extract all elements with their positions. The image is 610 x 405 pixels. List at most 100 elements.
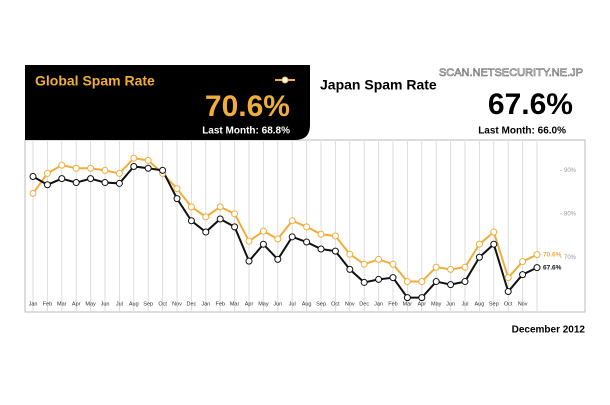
x-tick-label: Jan (29, 301, 38, 307)
point (403, 294, 411, 302)
global-panel (25, 65, 310, 140)
point (231, 223, 239, 231)
point (144, 164, 152, 172)
point (58, 175, 66, 183)
global-last-month: Last Month: 68.8% (202, 126, 290, 137)
point (375, 275, 383, 283)
point (130, 154, 138, 162)
y-tick-label: 90% (564, 168, 577, 174)
x-tick-label: May (431, 301, 442, 307)
y-tick-label: 80% (564, 211, 577, 217)
point (159, 166, 167, 174)
x-tick-label: Oct (504, 301, 513, 307)
point (475, 240, 483, 248)
point (202, 213, 210, 221)
point (274, 235, 282, 243)
point (173, 185, 181, 193)
point (331, 247, 339, 255)
x-tick-label: Aug (475, 301, 485, 307)
point (519, 271, 527, 279)
point (447, 265, 455, 273)
point (144, 156, 152, 164)
point (274, 255, 282, 263)
watermark: SCAN.NETSECURITY.NE.JP (439, 67, 583, 79)
x-tick-label: Jun (101, 301, 110, 307)
point (317, 230, 325, 238)
footer-date: December 2012 (512, 325, 586, 336)
point (101, 166, 109, 174)
point (202, 228, 210, 236)
point (432, 263, 440, 271)
x-tick-label: Oct (158, 301, 167, 307)
x-tick-label: Jul (461, 301, 468, 307)
point (101, 179, 109, 187)
point (216, 203, 224, 211)
point (461, 263, 469, 271)
point (87, 164, 95, 172)
x-tick-label: Oct (331, 301, 340, 307)
y-tick-label: 70% (564, 255, 577, 261)
point (288, 217, 296, 225)
point (461, 278, 469, 286)
point (29, 189, 37, 197)
point (375, 255, 383, 263)
x-tick-label: Aug (302, 301, 312, 307)
x-tick-label: Mar (57, 301, 67, 307)
point (418, 278, 426, 286)
end-label: 67.6% (543, 264, 562, 271)
japan-title: Japan Spam Rate (320, 77, 437, 93)
point (389, 274, 397, 282)
point (360, 278, 368, 286)
x-tick-label: Sep (489, 301, 499, 307)
point (346, 250, 354, 258)
point (216, 215, 224, 223)
x-tick-label: Jun (273, 301, 282, 307)
point (490, 240, 498, 248)
x-tick-label: Apr (72, 301, 81, 307)
global-title: Global Spam Rate (35, 73, 155, 89)
point (231, 210, 239, 218)
point (504, 288, 512, 296)
point (432, 278, 440, 286)
x-tick-label: Feb (388, 301, 397, 307)
point (259, 227, 267, 235)
point (187, 217, 195, 225)
x-tick-label: Jul (289, 301, 296, 307)
point (187, 203, 195, 211)
point (43, 181, 51, 189)
x-tick-label: Jan (374, 301, 383, 307)
point (403, 278, 411, 286)
x-tick-label: Nov (172, 301, 182, 307)
point (259, 240, 267, 248)
point (72, 164, 80, 172)
point (447, 281, 455, 289)
point (360, 260, 368, 268)
x-tick-label: May (85, 301, 96, 307)
x-tick-label: Mar (230, 301, 240, 307)
x-tick-label: Apr (245, 301, 254, 307)
point (29, 172, 37, 180)
end-label: 70.6% (543, 251, 562, 258)
x-tick-label: May (258, 301, 269, 307)
x-tick-label: Jun (446, 301, 455, 307)
x-tick-label: Sep (316, 301, 326, 307)
point (87, 175, 95, 183)
x-tick-label: Feb (43, 301, 52, 307)
x-tick-label: Dec (359, 301, 369, 307)
point (303, 238, 311, 246)
point (43, 169, 51, 177)
global-rate: 70.6% (205, 90, 290, 123)
point (245, 257, 253, 265)
point (418, 294, 426, 302)
point (533, 251, 541, 259)
japan-last-month: Last Month: 66.0% (478, 126, 566, 137)
icon-dot (281, 76, 289, 84)
point (245, 237, 253, 245)
x-tick-label: Nov (518, 301, 528, 307)
point (475, 253, 483, 261)
x-tick-label: Aug (129, 301, 139, 307)
point (115, 179, 123, 187)
point (331, 232, 339, 240)
point (504, 274, 512, 282)
